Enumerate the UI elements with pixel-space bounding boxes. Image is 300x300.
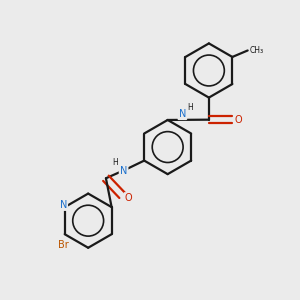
Text: Br: Br xyxy=(58,240,69,250)
Text: H: H xyxy=(188,103,193,112)
Text: N: N xyxy=(120,166,127,176)
Text: O: O xyxy=(235,115,242,125)
Text: CH₃: CH₃ xyxy=(250,46,264,55)
Text: O: O xyxy=(125,193,132,203)
Text: N: N xyxy=(179,109,186,119)
Text: N: N xyxy=(59,200,67,210)
Text: H: H xyxy=(112,158,118,167)
